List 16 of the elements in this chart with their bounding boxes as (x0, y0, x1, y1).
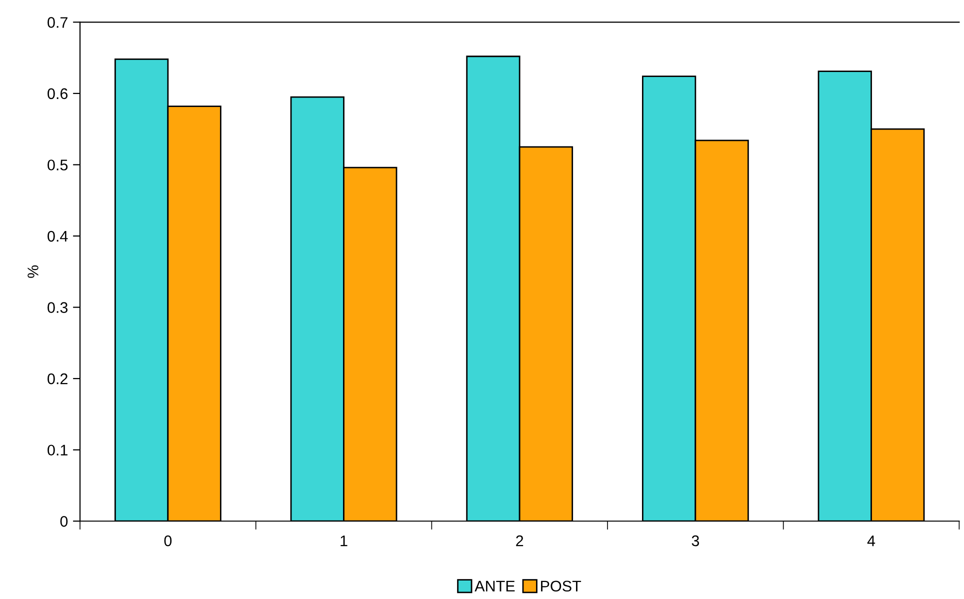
y-tick-label: 0.2 (48, 373, 68, 384)
y-tick-label: 0.1 (48, 444, 68, 456)
y-tick-label: 0.7 (48, 17, 68, 28)
y-tick-label: 0.3 (48, 302, 68, 313)
x-tick-label: 2 (516, 535, 524, 546)
y-tick-label: 0.4 (48, 230, 68, 242)
legend-label: POST (541, 580, 582, 592)
y-tick-label: 0.6 (48, 88, 68, 100)
y-tick-label: 0 (60, 516, 68, 527)
x-tick-label: 4 (867, 536, 876, 546)
y-tick-label: 0.5 (48, 160, 68, 170)
x-tick-label: 0 (164, 535, 172, 546)
x-tick-label: 3 (692, 535, 700, 546)
legend-label: ANTE (474, 580, 515, 592)
x-tick-label: 1 (340, 536, 348, 546)
y-axis-title: % (28, 265, 38, 278)
